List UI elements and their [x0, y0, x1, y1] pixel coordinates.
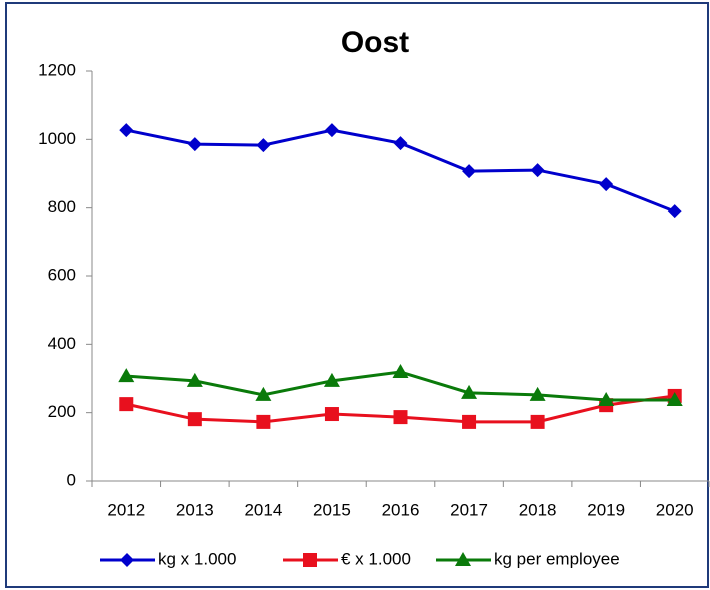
data-point	[393, 410, 408, 425]
legend-marker	[120, 553, 134, 567]
chart-border	[5, 2, 709, 588]
x-tick-label: 2015	[313, 500, 351, 519]
y-tick-label: 1200	[38, 60, 76, 79]
data-point	[187, 137, 202, 152]
data-point	[462, 414, 477, 429]
x-tick-label: 2017	[450, 500, 488, 519]
chart-title: Oost	[341, 26, 409, 59]
data-point	[118, 368, 135, 383]
data-point	[462, 164, 477, 179]
data-point	[530, 414, 545, 429]
data-point	[119, 123, 134, 138]
x-tick-label: 2018	[519, 500, 557, 519]
data-point	[529, 386, 546, 401]
data-point	[392, 364, 409, 379]
data-point	[256, 414, 271, 429]
data-point	[256, 138, 271, 153]
y-tick-label: 1000	[38, 129, 76, 148]
data-point	[255, 386, 272, 401]
data-point	[667, 204, 682, 219]
data-point	[598, 392, 615, 407]
x-tick-label: 2014	[244, 500, 282, 519]
legend-label: kg x 1.000	[158, 549, 236, 568]
y-tick-label: 200	[48, 402, 76, 421]
x-tick-label: 2013	[176, 500, 214, 519]
x-tick-label: 2019	[587, 500, 625, 519]
x-tick-label: 2016	[382, 500, 420, 519]
legend-marker	[303, 553, 317, 567]
data-point	[186, 372, 203, 387]
x-tick-label: 2020	[656, 500, 694, 519]
data-point	[599, 177, 614, 192]
legend-label: € x 1.000	[341, 549, 411, 568]
data-point	[323, 372, 340, 387]
data-point	[324, 407, 339, 422]
y-tick-label: 400	[48, 334, 76, 353]
y-tick-label: 0	[67, 470, 76, 489]
data-point	[119, 397, 134, 412]
data-point	[393, 136, 408, 151]
data-point	[324, 123, 339, 138]
legend-marker	[455, 552, 471, 566]
data-point	[530, 163, 545, 178]
data-point	[187, 412, 202, 427]
y-tick-label: 800	[48, 197, 76, 216]
legend-label: kg per employee	[494, 549, 620, 568]
y-tick-label: 600	[48, 265, 76, 284]
x-tick-label: 2012	[107, 500, 145, 519]
data-point	[666, 392, 683, 407]
data-point	[461, 384, 478, 399]
